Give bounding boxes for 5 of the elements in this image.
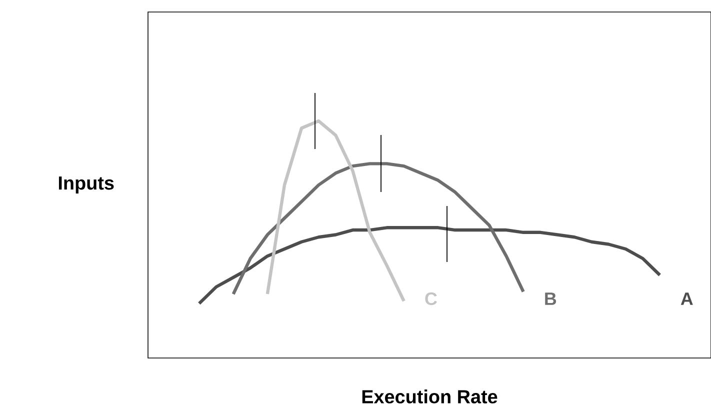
y-axis-title: Inputs xyxy=(58,176,114,194)
series-label: C xyxy=(425,292,437,306)
series-label: A xyxy=(680,292,693,305)
series-label: B xyxy=(545,292,556,305)
x-axis-title: Execution Rate xyxy=(362,390,498,404)
